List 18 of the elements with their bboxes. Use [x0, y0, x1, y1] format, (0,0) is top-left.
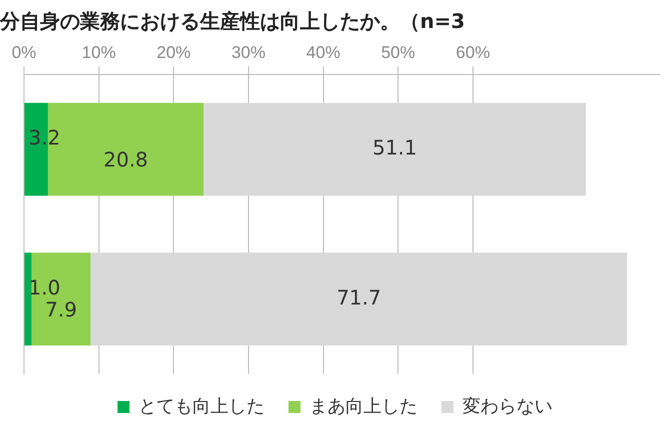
data-label: 7.9: [45, 297, 77, 322]
x-tick-label: 60%: [456, 42, 490, 62]
data-label: 71.7: [336, 285, 382, 310]
x-tick-label: 10%: [82, 42, 116, 62]
bar: [90, 252, 628, 346]
legend-label: まあ向上した: [310, 396, 418, 416]
legend-label: 変わらない: [462, 396, 552, 416]
bar: [31, 252, 91, 346]
x-tick-label: 30%: [231, 42, 266, 62]
x-tick-label: 20%: [156, 42, 191, 62]
x-tick-label: 50%: [381, 42, 416, 62]
bar: [204, 102, 586, 196]
x-tick-label: 40%: [306, 42, 340, 62]
bar: [24, 252, 32, 346]
data-label: 20.8: [103, 148, 148, 172]
legend-label: とても向上した: [138, 396, 264, 416]
x-tick-label: 0%: [12, 42, 36, 62]
data-label: 51.1: [372, 136, 418, 160]
